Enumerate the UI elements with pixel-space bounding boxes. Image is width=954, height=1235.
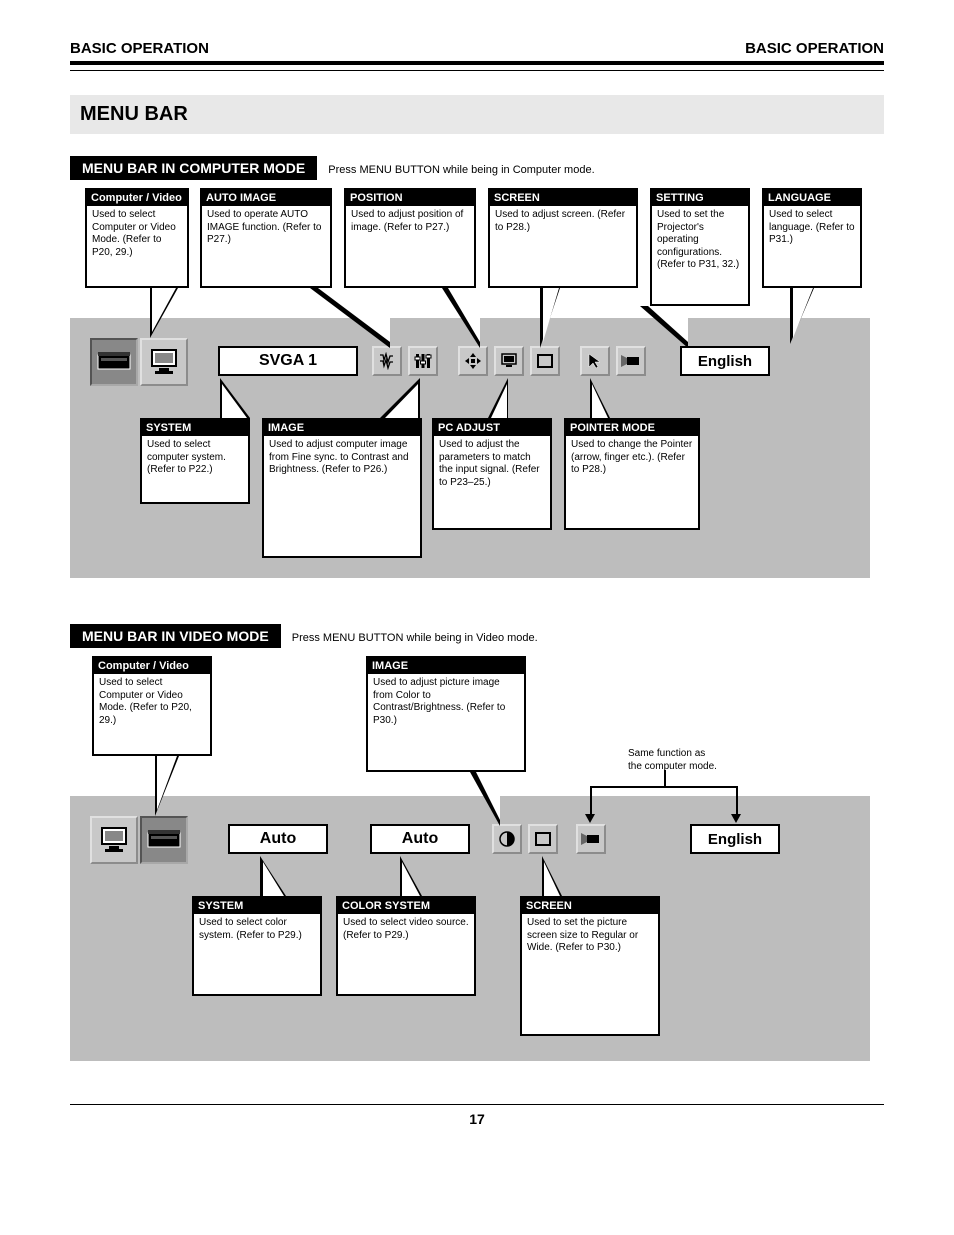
setting-button[interactable] — [616, 346, 646, 376]
monitor-icon — [99, 826, 129, 854]
position-button[interactable] — [458, 346, 488, 376]
move-arrows-icon — [464, 352, 482, 370]
sliders-icon — [414, 352, 432, 370]
callout-position: POSITION Used to adjust position of imag… — [344, 188, 476, 288]
video-setting-button[interactable] — [576, 824, 606, 854]
pcadjust-button[interactable] — [494, 346, 524, 376]
section-label-video: MENU BAR IN VIDEO MODE — [70, 624, 281, 648]
callout-image: IMAGE Used to adjust computer image from… — [262, 418, 422, 558]
page-header: BASIC OPERATION BASIC OPERATION — [70, 40, 884, 57]
image-adjust-button[interactable] — [408, 346, 438, 376]
monitor-icon — [149, 348, 179, 376]
pc-small-icon — [500, 352, 518, 370]
page-title: MENU BAR — [70, 95, 884, 134]
header-rule — [70, 61, 884, 71]
screen-frame-icon — [534, 830, 552, 848]
autoimage-button[interactable] — [372, 346, 402, 376]
callout-screen: SCREEN Used to adjust screen. (Refer to … — [488, 188, 638, 288]
video-system-display[interactable]: Auto — [228, 824, 328, 854]
computer-diagram: Computer / Video Used to select Computer… — [70, 188, 870, 588]
video-image-button[interactable] — [492, 824, 522, 854]
header-right: BASIC OPERATION — [745, 40, 884, 57]
callout-mode: Computer / Video Used to select Computer… — [85, 188, 189, 288]
callout-mode-video: Computer / Video Used to select Computer… — [92, 656, 212, 756]
callout-language: LANGUAGE Used to select language. (Refer… — [762, 188, 862, 288]
manual-page: BASIC OPERATION BASIC OPERATION MENU BAR… — [0, 0, 954, 1157]
callout-system-video: SYSTEM Used to select color system. (Ref… — [192, 896, 322, 996]
same-function-note: Same function as the computer mode. — [628, 748, 718, 773]
projector-icon — [621, 353, 641, 369]
screen-frame-icon — [536, 352, 554, 370]
video-colorsys-display[interactable]: Auto — [370, 824, 470, 854]
video-mode-icon[interactable] — [90, 338, 138, 386]
callout-screen-video: SCREEN Used to set the picture screen si… — [520, 896, 660, 1036]
video-screen-button[interactable] — [528, 824, 558, 854]
half-circle-icon — [498, 830, 516, 848]
video-language-display[interactable]: English — [690, 824, 780, 854]
callout-pcadjust: PC ADJUST Used to adjust the parameters … — [432, 418, 552, 530]
callout-colorsys: COLOR SYSTEM Used to select video source… — [336, 896, 476, 996]
callout-system: SYSTEM Used to select computer system. (… — [140, 418, 250, 504]
header-left: BASIC OPERATION — [70, 40, 209, 57]
callout-setting: SETTING Used to set the Projector's oper… — [650, 188, 750, 306]
callout-image-video: IMAGE Used to adjust picture image from … — [366, 656, 526, 772]
computer-after-text: Press MENU BUTTON while being in Compute… — [328, 164, 594, 176]
callout-pointermode: POINTER MODE Used to change the Pointer … — [564, 418, 700, 530]
system-display[interactable]: SVGA 1 — [218, 346, 358, 376]
callout-autoimage: AUTO IMAGE Used to operate AUTO IMAGE fu… — [200, 188, 332, 288]
section-label-computer: MENU BAR IN COMPUTER MODE — [70, 156, 317, 180]
computer-mode-icon[interactable] — [140, 338, 188, 386]
screen-button[interactable] — [530, 346, 560, 376]
projector-icon — [581, 831, 601, 847]
video-diagram: Computer / Video Used to select Computer… — [70, 656, 870, 1076]
vcr-icon — [97, 351, 131, 373]
cursor-icon — [586, 352, 604, 370]
autoimage-icon — [378, 352, 396, 370]
page-number: 17 — [70, 1104, 884, 1127]
computer-mode-icon-2[interactable] — [90, 816, 138, 864]
vcr-icon — [147, 829, 181, 851]
video-after-text: Press MENU BUTTON while being in Video m… — [292, 632, 538, 644]
video-mode-icon-2[interactable] — [140, 816, 188, 864]
language-display[interactable]: English — [680, 346, 770, 376]
pointermode-button[interactable] — [580, 346, 610, 376]
